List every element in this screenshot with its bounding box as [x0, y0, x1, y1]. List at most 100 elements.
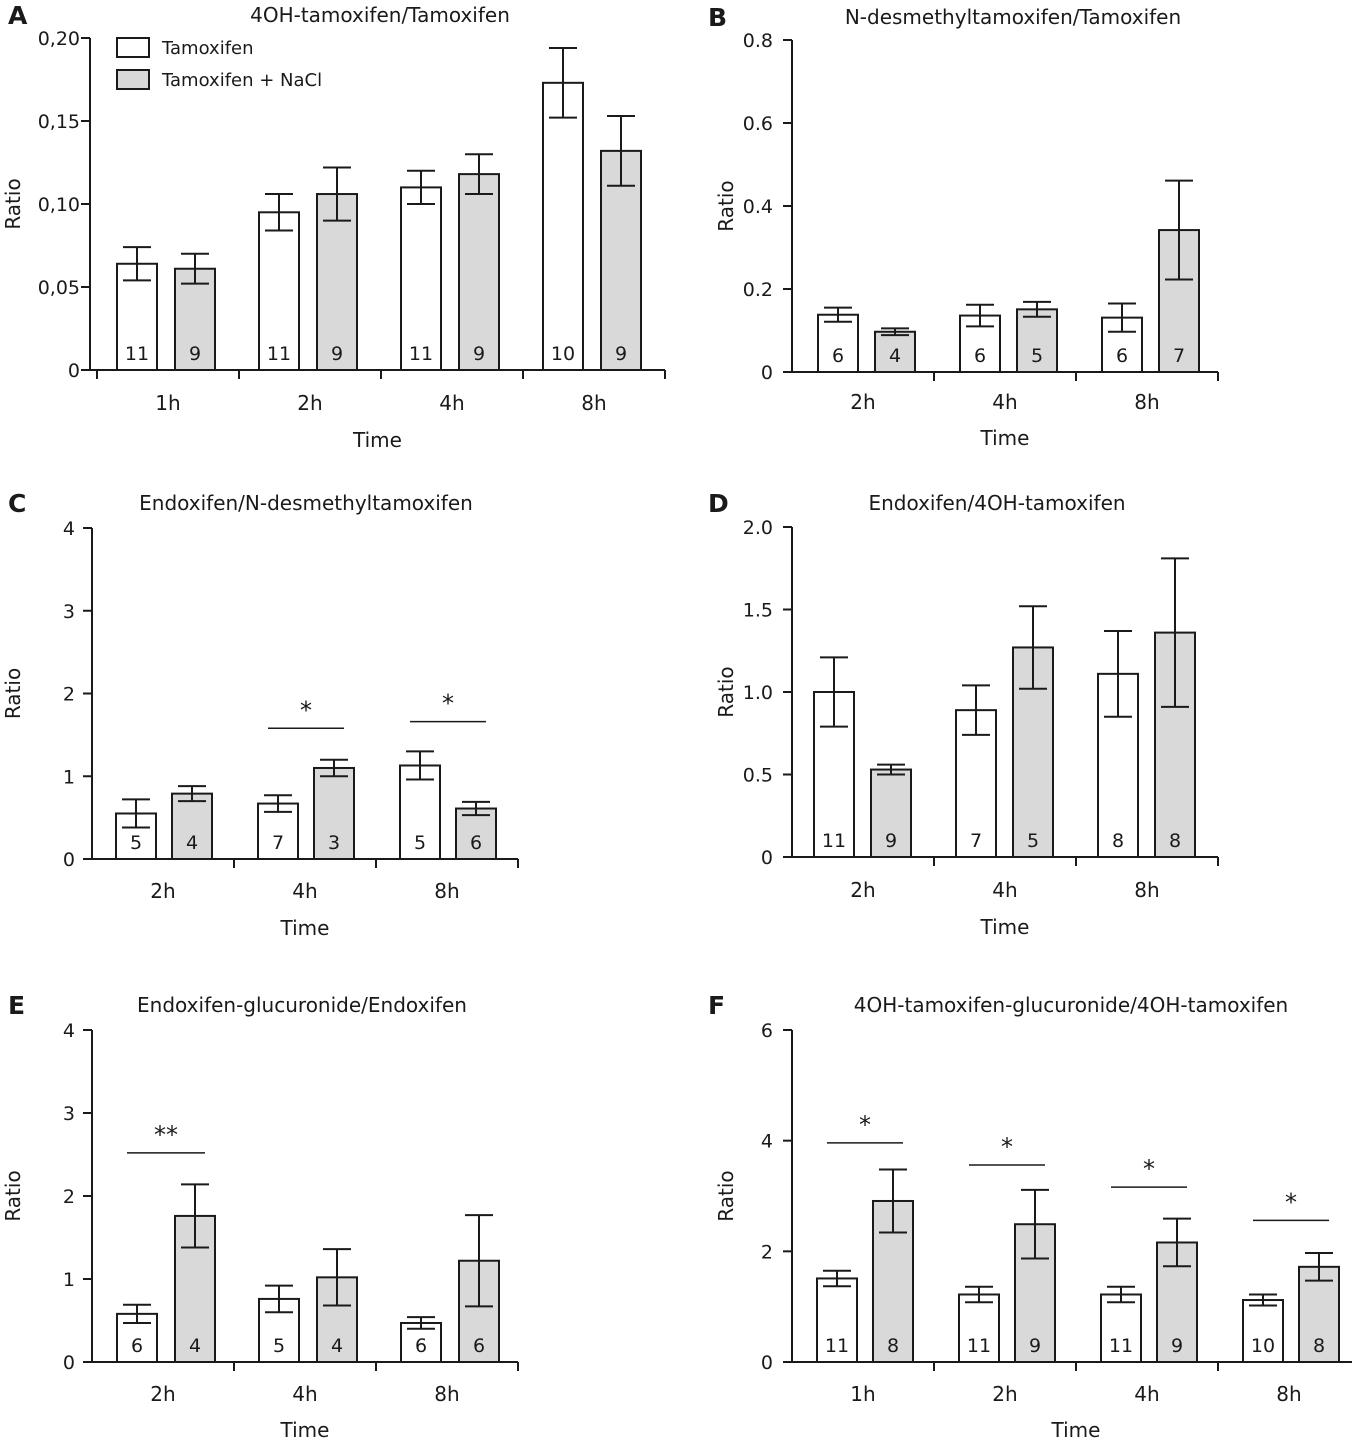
- bar: [455, 807, 497, 861]
- x-tick-label: 4h: [292, 1382, 317, 1406]
- sample-size-label: 7: [1173, 345, 1185, 367]
- bar: [874, 330, 916, 373]
- x-tick-label: 1h: [155, 391, 180, 415]
- panel-letter: F: [708, 991, 725, 1020]
- y-tick-label: 0,05: [38, 277, 80, 299]
- bar: [115, 812, 157, 860]
- sample-size-label: 5: [1027, 830, 1039, 852]
- panel-letter: C: [8, 489, 26, 518]
- sample-size-label: 6: [470, 832, 482, 854]
- sample-size-label: 11: [267, 343, 291, 365]
- x-tick-label: 8h: [1134, 390, 1159, 414]
- chart-title: 4OH-tamoxifen/Tamoxifen: [250, 3, 510, 27]
- y-tick-label: 4: [63, 1020, 75, 1042]
- y-tick-label: 4: [63, 518, 75, 540]
- x-tick-label: 8h: [434, 879, 459, 903]
- sample-size-label: 8: [1112, 830, 1124, 852]
- bar: [1298, 1265, 1340, 1363]
- y-axis-title: Ratio: [714, 666, 738, 717]
- bar: [1100, 1293, 1142, 1363]
- bar: [542, 81, 584, 371]
- y-tick-label: 0.8: [743, 30, 773, 52]
- x-tick-label: 8h: [1276, 1382, 1301, 1406]
- y-tick-label: 0.2: [743, 279, 773, 301]
- sample-size-label: 3: [328, 832, 340, 854]
- x-tick-label: 2h: [850, 878, 875, 902]
- sample-size-label: 6: [415, 1335, 427, 1357]
- panel-A: A 4OH-tamoxifen/Tamoxifen 0 0,05 0,10 0,15 0,2…: [1, 1, 666, 452]
- chart-title: Endoxifen/N-desmethyltamoxifen: [139, 491, 473, 515]
- y-tick-label: 0: [68, 360, 80, 382]
- sample-size-label: 4: [331, 1335, 343, 1357]
- x-tick-label: 2h: [150, 879, 175, 903]
- sample-size-label: 5: [273, 1335, 285, 1357]
- bar: [817, 313, 859, 374]
- panel-letter: E: [8, 991, 25, 1020]
- sample-size-label: 6: [131, 1335, 143, 1357]
- sample-size-label: 9: [331, 343, 343, 365]
- significance-marker: *: [1001, 1133, 1013, 1161]
- x-tick-label: 4h: [992, 390, 1017, 414]
- bar: [316, 193, 358, 371]
- x-tick-label: 4h: [992, 878, 1017, 902]
- bar: [313, 766, 355, 860]
- sample-size-label: 4: [889, 345, 901, 367]
- chart-title: N-desmethyltamoxifen/Tamoxifen: [845, 5, 1181, 29]
- x-tick-label: 4h: [292, 879, 317, 903]
- legend: Tamoxifen Tamoxifen + NaCl: [116, 37, 322, 91]
- panel-F: F 4OH-tamoxifen-glucuronide/4OH-tamoxifen…: [708, 991, 1352, 1442]
- y-tick-label: 2.0: [743, 517, 773, 539]
- y-axis-title: Ratio: [714, 1170, 738, 1221]
- sample-size-label: 9: [473, 343, 485, 365]
- sample-size-label: 6: [473, 1335, 485, 1357]
- bar: [600, 149, 642, 371]
- y-axis-title: Ratio: [714, 180, 738, 231]
- y-tick-label: 0,10: [38, 194, 80, 216]
- sample-size-label: 5: [1031, 345, 1043, 367]
- y-tick-label: 1: [63, 1269, 75, 1291]
- sample-size-label: 10: [1251, 1335, 1275, 1357]
- sample-size-label: 9: [189, 343, 201, 365]
- x-axis-title: Time: [352, 428, 402, 452]
- sample-size-label: 11: [822, 830, 846, 852]
- sample-size-label: 9: [1029, 1335, 1041, 1357]
- sample-size-label: 6: [1116, 345, 1128, 367]
- sample-size-label: 10: [551, 343, 575, 365]
- x-tick-label: 1h: [850, 1382, 875, 1406]
- sample-size-label: 9: [885, 830, 897, 852]
- y-tick-label: 1.5: [743, 600, 773, 622]
- y-tick-label: 0.4: [743, 196, 773, 218]
- sample-size-label: 6: [974, 345, 986, 367]
- chart-title: Endoxifen/4OH-tamoxifen: [868, 491, 1125, 515]
- panel-D: D Endoxifen/4OH-tamoxifen 0 0.5 1.0 1.5 2.0 Rat…: [708, 489, 1219, 939]
- x-tick-label: 2h: [992, 1382, 1017, 1406]
- sample-size-label: 11: [1109, 1335, 1133, 1357]
- x-tick-label: 2h: [850, 390, 875, 414]
- x-tick-label: 4h: [1134, 1382, 1159, 1406]
- y-axis-title: Ratio: [1, 1170, 25, 1221]
- y-tick-label: 0,20: [38, 28, 80, 50]
- legend-label: Tamoxifen: [161, 38, 254, 59]
- y-tick-label: 0: [63, 1352, 75, 1374]
- sample-size-label: 8: [887, 1335, 899, 1357]
- bar: [870, 768, 912, 858]
- sample-size-label: 9: [615, 343, 627, 365]
- x-tick-label: 8h: [1134, 878, 1159, 902]
- panel-B: B N-desmethyltamoxifen/Tamoxifen 0 0.2 0.4 0.…: [708, 3, 1219, 450]
- sample-size-label: 4: [186, 832, 198, 854]
- x-axis-title: Time: [980, 426, 1030, 450]
- y-tick-label: 0: [761, 1352, 773, 1374]
- y-tick-label: 3: [63, 601, 75, 623]
- sample-size-label: 8: [1313, 1335, 1325, 1357]
- sample-size-label: 4: [189, 1335, 201, 1357]
- x-tick-label: 8h: [434, 1382, 459, 1406]
- x-tick-label: 2h: [297, 391, 322, 415]
- significance-marker: *: [300, 696, 312, 724]
- y-tick-label: 0.6: [743, 113, 773, 135]
- legend-label: Tamoxifen + NaCl: [161, 70, 322, 91]
- y-tick-label: 1.0: [743, 682, 773, 704]
- bar: [816, 1277, 858, 1363]
- x-axis-title: Time: [980, 915, 1030, 939]
